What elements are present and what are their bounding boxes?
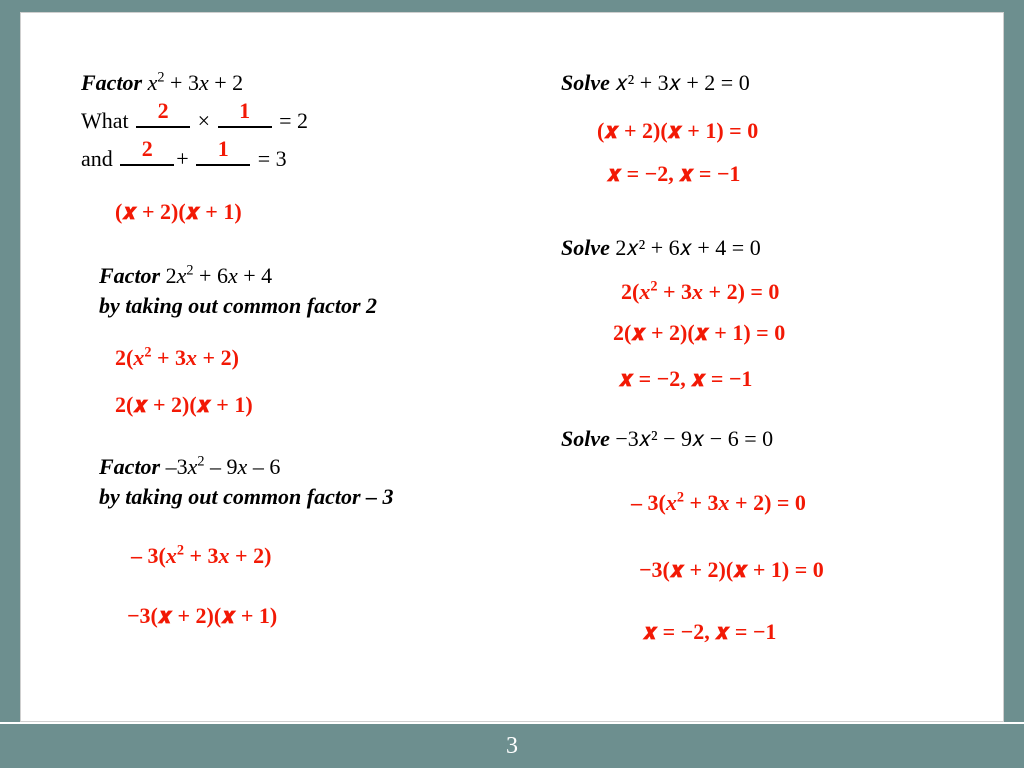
t: + 2) = 0 [703, 279, 779, 304]
factor-3-title: Factor –3x2 – 9x – 6 [99, 452, 511, 482]
right-column: Solve 𝑥² + 3𝑥 + 2 = 0 (𝒙 + 2)(𝒙 + 1) = 0… [561, 68, 981, 647]
factor-2-title: Factor 2x2 + 6x + 4 [99, 261, 511, 291]
t: 2( [115, 345, 133, 370]
factor-3-step2: −3(𝒙 + 2)(𝒙 + 1) [127, 601, 511, 631]
t: + 2) [230, 543, 272, 568]
t: = 2 [274, 108, 308, 133]
t: What [81, 108, 134, 133]
factor-1-title: Factor x2 + 3x + 2 [81, 68, 511, 98]
t: −3𝑥² − 9𝑥 − 6 = 0 [615, 426, 773, 451]
label: Factor [81, 70, 148, 95]
t: + 3 [657, 279, 692, 304]
t: + 4 [238, 263, 272, 288]
t: + 3 [151, 345, 186, 370]
blank-a: 2 [136, 104, 190, 128]
factor-2-sub: by taking out common factor 2 [99, 291, 511, 321]
label: Solve [561, 426, 615, 451]
solve-1-title: Solve 𝑥² + 3𝑥 + 2 = 0 [561, 68, 981, 98]
t: 2𝑥² + 6𝑥 + 4 = 0 [615, 235, 760, 260]
fill: 1 [218, 96, 272, 126]
left-column: Factor x2 + 3x + 2 What 2 × 1 = 2 and 2+… [81, 68, 511, 631]
t: – 3( [631, 490, 666, 515]
label: Solve [561, 70, 615, 95]
solve-1-step1: (𝒙 + 2)(𝒙 + 1) = 0 [597, 116, 981, 146]
label: Factor [99, 454, 166, 479]
t: – 9 [205, 454, 238, 479]
t: 𝑥² + 3𝑥 + 2 = 0 [615, 70, 749, 95]
factor-2-step2: 2(𝒙 + 2)(𝒙 + 1) [115, 390, 511, 420]
solve-3-step3: 𝒙 = −2, 𝒙 = −1 [643, 617, 981, 647]
t: + 2 [209, 70, 243, 95]
t: + 2) = 0 [730, 490, 806, 515]
footer-bar: 3 [0, 722, 1024, 768]
solve-2-title: Solve 2𝑥² + 6𝑥 + 4 = 0 [561, 233, 981, 263]
label: Solve [561, 235, 615, 260]
t: = 3 [252, 146, 286, 171]
t: + 3 [165, 70, 199, 95]
slide: Factor x2 + 3x + 2 What 2 × 1 = 2 and 2+… [20, 12, 1004, 722]
blank-b: 1 [218, 104, 272, 128]
content: Factor x2 + 3x + 2 What 2 × 1 = 2 and 2+… [81, 68, 963, 701]
solve-2-step2: 2(𝒙 + 2)(𝒙 + 1) = 0 [613, 318, 981, 348]
t: × [192, 108, 215, 133]
solve-3-title: Solve −3𝑥² − 9𝑥 − 6 = 0 [561, 424, 981, 454]
factor-1-and: and 2+ 1 = 3 [81, 142, 511, 174]
t: + 6 [194, 263, 228, 288]
t: 2( [621, 279, 639, 304]
factor-3-sub: by taking out common factor – 3 [99, 482, 511, 512]
t: + 3 [184, 543, 219, 568]
t: –3 [166, 454, 188, 479]
factor-1-what: What 2 × 1 = 2 [81, 104, 511, 136]
factor-2-step1: 2(x2 + 3x + 2) [115, 343, 511, 373]
t: – 6 [247, 454, 280, 479]
factor-1-answer: (𝒙 + 2)(𝒙 + 1) [115, 197, 511, 227]
fill: 2 [136, 96, 190, 126]
t: 2 [166, 263, 177, 288]
page-number: 3 [506, 733, 518, 759]
factor-3-step1: – 3(x2 + 3x + 2) [131, 541, 511, 571]
label: Factor [99, 263, 166, 288]
fill: 1 [196, 134, 250, 164]
blank-c: 2 [120, 142, 174, 166]
solve-2-step3: 𝒙 = −2, 𝒙 = −1 [619, 364, 981, 394]
t: + [176, 146, 194, 171]
solve-1-step2: 𝒙 = −2, 𝒙 = −1 [607, 159, 981, 189]
blank-d: 1 [196, 142, 250, 166]
t: + 3 [684, 490, 719, 515]
t: + 2) [197, 345, 239, 370]
solve-3-step2: −3(𝒙 + 2)(𝒙 + 1) = 0 [639, 555, 981, 585]
fill: 2 [120, 134, 174, 164]
t: and [81, 146, 118, 171]
solve-2-step1: 2(x2 + 3x + 2) = 0 [621, 277, 981, 307]
solve-3-step1: – 3(x2 + 3x + 2) = 0 [631, 488, 981, 518]
t: – 3( [131, 543, 166, 568]
